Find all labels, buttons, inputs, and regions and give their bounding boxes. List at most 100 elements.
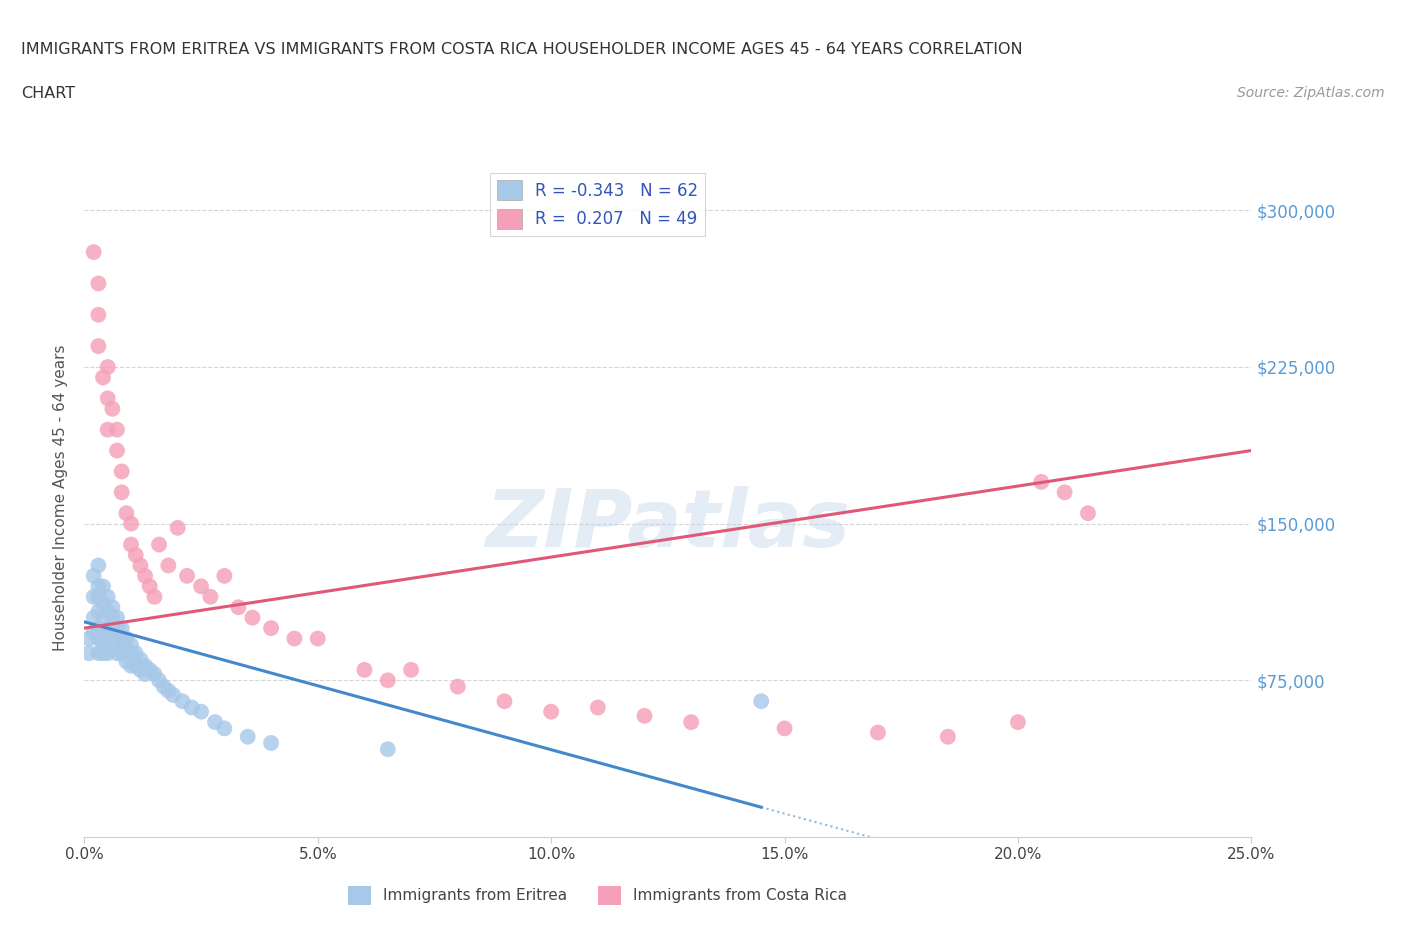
Point [105,443,128,458]
Point [111,620,134,635]
Text: ZIPatlas: ZIPatlas [485,485,851,564]
Point [283,631,305,646]
Point [111,645,134,660]
Point [87,631,110,646]
Point [101,625,124,640]
Point [143,667,166,682]
Point [97,631,120,646]
Point [681,714,703,729]
Point [1077,506,1099,521]
Point [749,694,772,709]
Point [87,645,110,660]
Point [101,600,124,615]
Legend: Immigrants from Eritrea, Immigrants from Costa Rica: Immigrants from Eritrea, Immigrants from… [342,880,853,910]
Y-axis label: Householder Income Ages 45 - 64 years: Householder Income Ages 45 - 64 years [53,344,69,651]
Point [180,700,202,715]
Point [157,684,180,698]
Point [138,662,160,677]
Point [101,402,124,417]
Text: IMMIGRANTS FROM ERITREA VS IMMIGRANTS FROM COSTA RICA HOUSEHOLDER INCOME AGES 45: IMMIGRANTS FROM ERITREA VS IMMIGRANTS FR… [21,42,1022,57]
Point [101,610,124,625]
Point [83,625,105,640]
Point [83,568,105,583]
Point [105,620,128,635]
Point [87,276,110,291]
Point [125,645,148,660]
Point [105,610,128,625]
Point [120,645,142,660]
Point [87,620,110,635]
Point [152,679,174,694]
Point [190,578,212,593]
Point [236,729,259,744]
Point [105,422,128,437]
Point [157,558,180,573]
Point [143,590,166,604]
Point [111,485,134,499]
Point [115,642,138,657]
Point [111,631,134,646]
Point [148,673,170,688]
Point [115,631,138,646]
Point [176,568,198,583]
Point [120,637,142,652]
Point [1031,474,1053,489]
Point [97,391,120,405]
Point [83,610,105,625]
Point [214,568,236,583]
Point [115,506,138,521]
Point [91,578,114,593]
Point [353,662,375,677]
Point [120,538,142,552]
Point [172,694,194,709]
Point [494,694,516,709]
Point [377,742,399,757]
Point [134,667,156,682]
Point [447,679,470,694]
Point [129,558,152,573]
Point [97,360,120,375]
Point [1053,485,1076,499]
Point [129,652,152,667]
Point [120,658,142,673]
Point [214,721,236,736]
Point [83,245,105,259]
Point [773,721,796,736]
Point [120,516,142,531]
Point [87,558,110,573]
Point [101,637,124,652]
Point [540,704,562,719]
Point [77,645,100,660]
Point [866,725,889,740]
Point [204,714,226,729]
Point [97,590,120,604]
Point [633,709,655,724]
Text: CHART: CHART [21,86,75,100]
Point [77,631,100,646]
Point [87,307,110,322]
Point [115,654,138,669]
Point [83,590,105,604]
Point [307,631,329,646]
Text: Source: ZipAtlas.com: Source: ZipAtlas.com [1237,86,1385,100]
Point [105,631,128,646]
Point [125,658,148,673]
Point [1007,714,1029,729]
Point [162,687,184,702]
Point [260,736,283,751]
Point [91,370,114,385]
Point [97,645,120,660]
Point [91,625,114,640]
Point [936,729,959,744]
Point [148,538,170,552]
Point [129,662,152,677]
Point [97,620,120,635]
Point [91,635,114,650]
Point [87,590,110,604]
Point [111,464,134,479]
Point [97,422,120,437]
Point [166,521,188,536]
Point [87,339,110,353]
Point [134,658,156,673]
Point [260,620,283,635]
